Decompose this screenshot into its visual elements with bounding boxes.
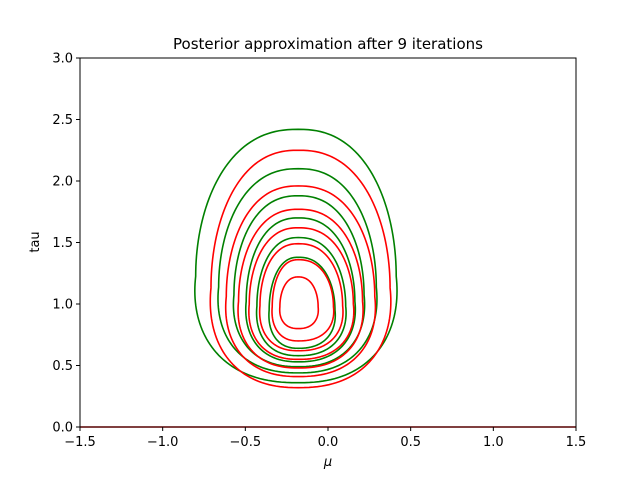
red-contour-line — [209, 149, 392, 389]
y-tick-label: 3.0 — [52, 52, 73, 67]
x-tick-label: 1.5 — [566, 435, 587, 450]
red-contour-line — [224, 185, 377, 378]
y-tick-label: 1.0 — [52, 298, 73, 313]
chart-title: Posterior approximation after 9 iteratio… — [173, 35, 483, 53]
y-tick-label: 2.0 — [52, 175, 73, 190]
green-contour-line — [194, 128, 398, 384]
red-contour-line — [258, 242, 344, 352]
red-contour-line — [248, 226, 355, 361]
green-contour-line — [244, 217, 357, 363]
x-tick-label: −1.0 — [147, 435, 179, 450]
y-tick-label: 1.5 — [52, 236, 73, 251]
y-axis-ticks: 0.0 0.5 1.0 1.5 2.0 2.5 3.0 — [52, 52, 80, 436]
x-axis-label: μ — [323, 455, 332, 470]
x-tick-label: −1.5 — [64, 435, 96, 450]
y-tick-label: 0.0 — [52, 421, 73, 436]
y-axis-label: tau — [28, 231, 43, 252]
red-contour-line — [271, 258, 335, 342]
x-tick-label: −0.5 — [230, 435, 262, 450]
green-contour-line — [217, 167, 378, 374]
green-contour-line — [255, 236, 347, 357]
x-axis-ticks: −1.5 −1.0 −0.5 0.0 0.5 1.0 1.5 — [64, 427, 586, 450]
red-contour-line — [237, 208, 364, 369]
x-tick-label: 0.5 — [400, 435, 421, 450]
green-contour-line — [232, 194, 366, 368]
red-contour-line — [278, 276, 320, 330]
x-tick-label: 1.0 — [483, 435, 504, 450]
y-tick-label: 0.5 — [52, 359, 73, 374]
x-tick-label: 0.0 — [318, 435, 339, 450]
green-contour-line — [268, 256, 337, 350]
y-tick-label: 2.5 — [52, 113, 73, 128]
contour-layer — [194, 128, 398, 389]
